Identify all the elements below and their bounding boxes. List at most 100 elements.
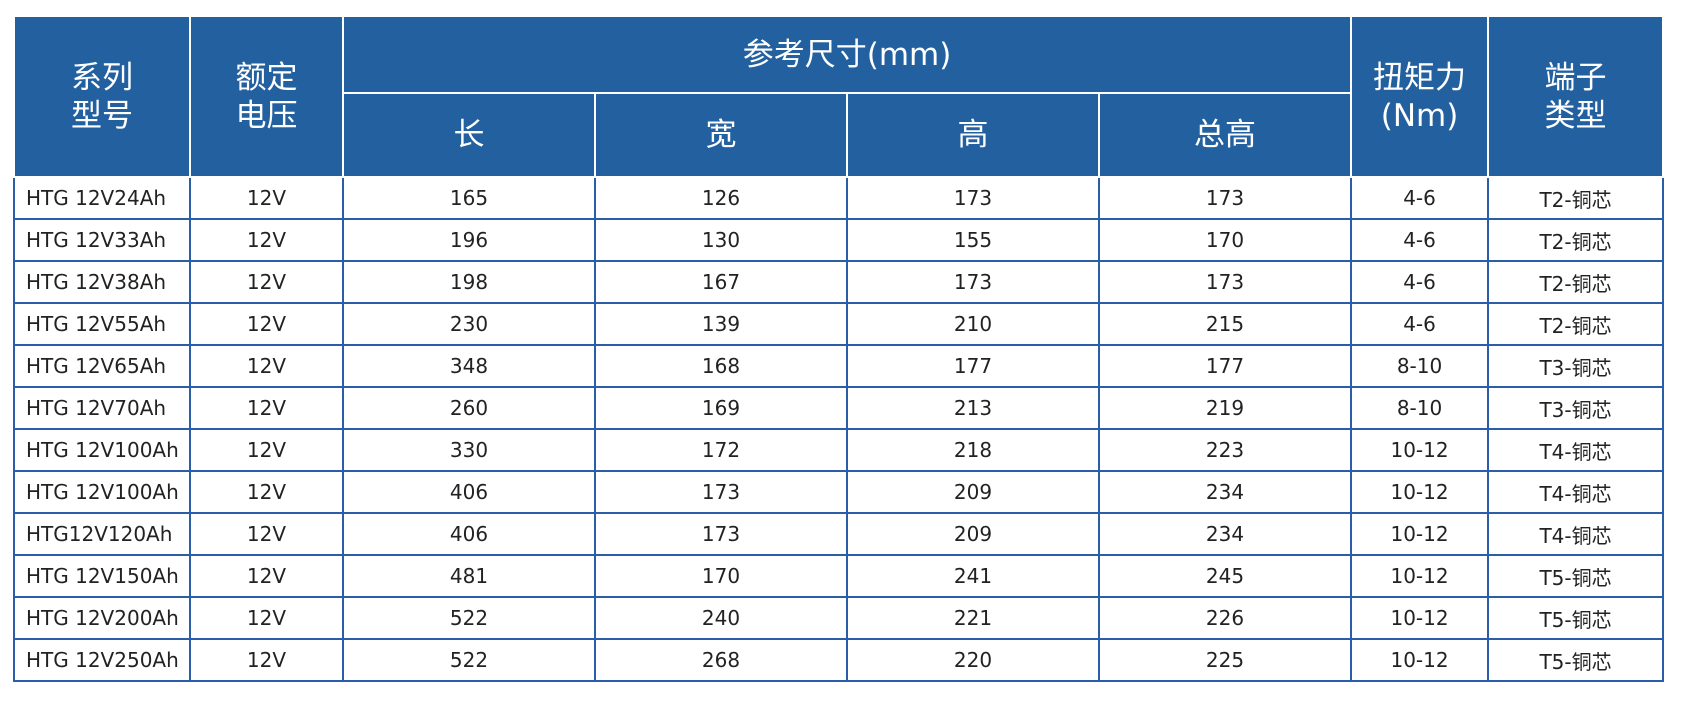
table-row: HTG 12V55Ah 12V 230 139 210 215 4-6 T2-铜芯 bbox=[13, 302, 1665, 346]
header-cell: 扭矩力 (Nm) bbox=[1350, 15, 1490, 178]
header-text: 扭矩力 bbox=[1373, 59, 1467, 96]
table-cell: 170 bbox=[1097, 218, 1353, 262]
table-cell: HTG 12V200Ah bbox=[13, 596, 191, 640]
table-cell: HTG 12V250Ah bbox=[13, 638, 191, 682]
table-cell: 12V bbox=[189, 176, 344, 220]
table-cell: 210 bbox=[846, 302, 1100, 346]
table-cell: 10-12 bbox=[1350, 638, 1490, 682]
table-cell: HTG 12V65Ah bbox=[13, 344, 191, 388]
header-cell: 端子 类型 bbox=[1487, 15, 1665, 178]
table-cell: 173 bbox=[846, 176, 1100, 220]
table-cell: T2-铜芯 bbox=[1487, 260, 1665, 304]
table-cell: HTG 12V33Ah bbox=[13, 218, 191, 262]
table-cell: 12V bbox=[189, 512, 344, 556]
table-cell: 219 bbox=[1097, 386, 1353, 430]
table-body: HTG 12V24Ah 12V 165 126 173 173 4-6 T2-铜芯 HTG 12… bbox=[13, 176, 1665, 682]
table-cell: 170 bbox=[594, 554, 848, 598]
table-cell: 12V bbox=[189, 344, 344, 388]
table-row: HTG 12V250Ah 12V 522 268 220 225 10-12 T5-铜芯 bbox=[13, 638, 1665, 682]
table-cell: 234 bbox=[1097, 512, 1353, 556]
table-cell: 406 bbox=[342, 512, 596, 556]
table-cell: 167 bbox=[594, 260, 848, 304]
header-cell: 宽 bbox=[594, 92, 848, 178]
table-cell: T2-铜芯 bbox=[1487, 302, 1665, 346]
header-text: (Nm) bbox=[1380, 97, 1459, 134]
table-cell: HTG 12V150Ah bbox=[13, 554, 191, 598]
table-cell: T2-铜芯 bbox=[1487, 176, 1665, 220]
table-cell: T3-铜芯 bbox=[1487, 386, 1665, 430]
table-cell: 220 bbox=[846, 638, 1100, 682]
table-cell: 177 bbox=[1097, 344, 1353, 388]
table-row: HTG 12V100Ah 12V 330 172 218 223 10-12 T4-铜芯 bbox=[13, 428, 1665, 472]
header-cell: 系列 型号 bbox=[13, 15, 191, 178]
table-row: HTG 12V24Ah 12V 165 126 173 173 4-6 T2-铜芯 bbox=[13, 176, 1665, 220]
header-text: 系列 bbox=[71, 59, 133, 96]
table-cell: HTG12V120Ah bbox=[13, 512, 191, 556]
table-cell: 139 bbox=[594, 302, 848, 346]
table-cell: 10-12 bbox=[1350, 512, 1490, 556]
table-cell: 209 bbox=[846, 470, 1100, 514]
header-cell: 额定 电压 bbox=[189, 15, 344, 178]
spec-table: 系列 型号 额定 电压 参考尺寸(mm) 扭矩力 (Nm) 端子 类型 长 宽 高 总高… bbox=[13, 15, 1665, 682]
table-cell: HTG 12V100Ah bbox=[13, 470, 191, 514]
table-cell: 173 bbox=[594, 470, 848, 514]
table-cell: 8-10 bbox=[1350, 344, 1490, 388]
table-cell: 213 bbox=[846, 386, 1100, 430]
table-cell: 173 bbox=[1097, 260, 1353, 304]
table-cell: 196 bbox=[342, 218, 596, 262]
table-cell: 209 bbox=[846, 512, 1100, 556]
table-cell: HTG 12V24Ah bbox=[13, 176, 191, 220]
table-cell: 406 bbox=[342, 470, 596, 514]
table-cell: T4-铜芯 bbox=[1487, 512, 1665, 556]
header-cell: 总高 bbox=[1097, 92, 1353, 178]
table-cell: 155 bbox=[846, 218, 1100, 262]
table-cell: 240 bbox=[594, 596, 848, 640]
table-cell: HTG 12V100Ah bbox=[13, 428, 191, 472]
table-cell: T3-铜芯 bbox=[1487, 344, 1665, 388]
table-cell: 10-12 bbox=[1350, 596, 1490, 640]
table-cell: HTG 12V38Ah bbox=[13, 260, 191, 304]
table-cell: T5-铜芯 bbox=[1487, 638, 1665, 682]
table-cell: 12V bbox=[189, 596, 344, 640]
header-cell: 高 bbox=[846, 92, 1100, 178]
table-cell: 348 bbox=[342, 344, 596, 388]
table-cell: T5-铜芯 bbox=[1487, 596, 1665, 640]
table-row: HTG 12V150Ah 12V 481 170 241 245 10-12 T5-铜芯 bbox=[13, 554, 1665, 598]
header-text: 型号 bbox=[71, 97, 133, 134]
table-cell: 330 bbox=[342, 428, 596, 472]
table-cell: HTG 12V70Ah bbox=[13, 386, 191, 430]
table-cell: 260 bbox=[342, 386, 596, 430]
table-cell: 4-6 bbox=[1350, 302, 1490, 346]
table-cell: 481 bbox=[342, 554, 596, 598]
header-text: 类型 bbox=[1544, 97, 1607, 134]
table-row: HTG 12V33Ah 12V 196 130 155 170 4-6 T2-铜芯 bbox=[13, 218, 1665, 262]
table-cell: 215 bbox=[1097, 302, 1353, 346]
table-cell: 218 bbox=[846, 428, 1100, 472]
header-text: 额定 bbox=[235, 59, 298, 96]
table-cell: 12V bbox=[189, 554, 344, 598]
table-cell: 169 bbox=[594, 386, 848, 430]
table-cell: 173 bbox=[1097, 176, 1353, 220]
table-cell: 12V bbox=[189, 638, 344, 682]
table-cell: 12V bbox=[189, 386, 344, 430]
table-cell: 173 bbox=[594, 512, 848, 556]
table-cell: 12V bbox=[189, 218, 344, 262]
table-cell: 173 bbox=[846, 260, 1100, 304]
table-cell: T5-铜芯 bbox=[1487, 554, 1665, 598]
table-cell: 12V bbox=[189, 428, 344, 472]
table-cell: 234 bbox=[1097, 470, 1353, 514]
table-cell: 221 bbox=[846, 596, 1100, 640]
table-cell: HTG 12V55Ah bbox=[13, 302, 191, 346]
table-cell: 223 bbox=[1097, 428, 1353, 472]
table-cell: 172 bbox=[594, 428, 848, 472]
table-row: HTG12V120Ah 12V 406 173 209 234 10-12 T4-铜芯 bbox=[13, 512, 1665, 556]
table-cell: T4-铜芯 bbox=[1487, 470, 1665, 514]
table-row: HTG 12V200Ah 12V 522 240 221 226 10-12 T5-铜芯 bbox=[13, 596, 1665, 640]
table-cell: 522 bbox=[342, 596, 596, 640]
table-cell: 10-12 bbox=[1350, 428, 1490, 472]
table-cell: 4-6 bbox=[1350, 176, 1490, 220]
table-cell: 130 bbox=[594, 218, 848, 262]
table-row: HTG 12V65Ah 12V 348 168 177 177 8-10 T3-铜芯 bbox=[13, 344, 1665, 388]
table-cell: 230 bbox=[342, 302, 596, 346]
table-cell: 10-12 bbox=[1350, 554, 1490, 598]
